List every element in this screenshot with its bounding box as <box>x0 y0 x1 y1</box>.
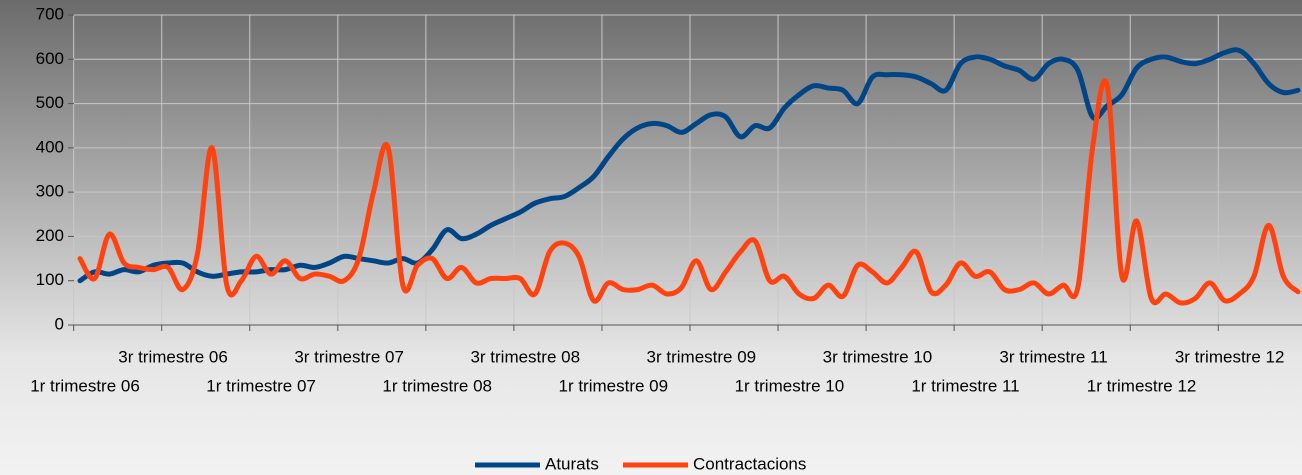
x-tick-label: 1r trimestre 11 <box>911 376 1019 395</box>
x-tick-label: 1r trimestre 06 <box>30 376 140 395</box>
y-tick-label: 200 <box>36 226 64 245</box>
x-tick-label: 3r trimestre 12 <box>1175 347 1285 366</box>
line <box>77 78 1301 306</box>
y-tick-label: 400 <box>36 137 64 156</box>
y-tick-label: 300 <box>36 182 64 201</box>
y-tick-label: 600 <box>36 49 64 68</box>
x-tick-label: 1r trimestre 07 <box>206 376 316 395</box>
y-tick-label: 500 <box>36 93 64 112</box>
y-tick-label: 100 <box>36 270 64 289</box>
x-tick-label: 3r trimestre 11 <box>999 347 1107 366</box>
y-tick-label: 700 <box>36 4 64 23</box>
legend-label: Aturats <box>545 454 599 473</box>
x-tick-label: 3r trimestre 10 <box>823 347 933 366</box>
x-tick-label: 3r trimestre 06 <box>118 347 228 366</box>
x-tick-label: 3r trimestre 07 <box>294 347 404 366</box>
x-tick-label: 1r trimestre 08 <box>382 376 492 395</box>
legend-label: Contractacions <box>693 454 806 473</box>
line <box>77 47 1301 284</box>
x-tick-label: 1r trimestre 09 <box>558 376 668 395</box>
y-tick-label: 0 <box>55 314 64 333</box>
x-tick-label: 1r trimestre 12 <box>1087 376 1197 395</box>
x-tick-label: 3r trimestre 09 <box>647 347 757 366</box>
x-tick-label: 3r trimestre 08 <box>470 347 580 366</box>
x-tick-label: 1r trimestre 10 <box>735 376 845 395</box>
